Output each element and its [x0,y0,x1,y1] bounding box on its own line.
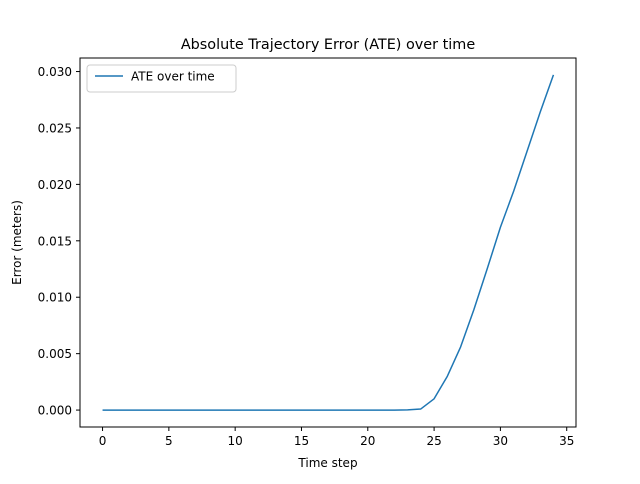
axes-frame [79,57,577,428]
y-tick-label: 0.000 [38,404,72,418]
y-tick-label: 0.005 [38,347,72,361]
y-tick-label: 0.015 [38,234,72,248]
y-tick-label: 0.020 [38,178,72,192]
x-tick-label: 35 [559,434,574,448]
chart-title: Absolute Trajectory Error (ATE) over tim… [181,37,475,53]
series-line [102,74,555,411]
y-tick-label: 0.010 [38,291,72,305]
legend: ATE over time [86,64,237,93]
y-axis-label: Error (meters) [10,200,24,285]
x-tick-label: 25 [426,434,441,448]
x-axis-ticks: 0 5 10 15 20 25 30 35 [99,427,574,448]
x-tick-label: 20 [360,434,375,448]
y-tick-label: 0.030 [38,65,72,79]
x-tick-label: 0 [99,434,107,448]
x-tick-label: 10 [228,434,243,448]
plot-area [102,74,555,411]
x-tick-label: 15 [294,434,309,448]
x-tick-label: 5 [165,434,173,448]
y-tick-label: 0.025 [38,121,72,135]
x-axis-label: Time step [297,456,357,470]
legend-label: ATE over time [131,70,215,84]
x-tick-label: 30 [493,434,508,448]
legend-frame [86,64,237,93]
y-axis-ticks: 0.000 0.005 0.010 0.015 0.020 0.025 0.030 [38,65,80,418]
